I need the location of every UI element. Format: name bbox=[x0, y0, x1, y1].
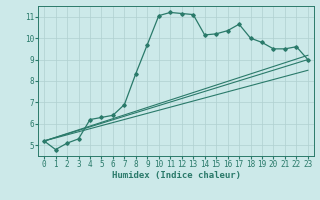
X-axis label: Humidex (Indice chaleur): Humidex (Indice chaleur) bbox=[111, 171, 241, 180]
